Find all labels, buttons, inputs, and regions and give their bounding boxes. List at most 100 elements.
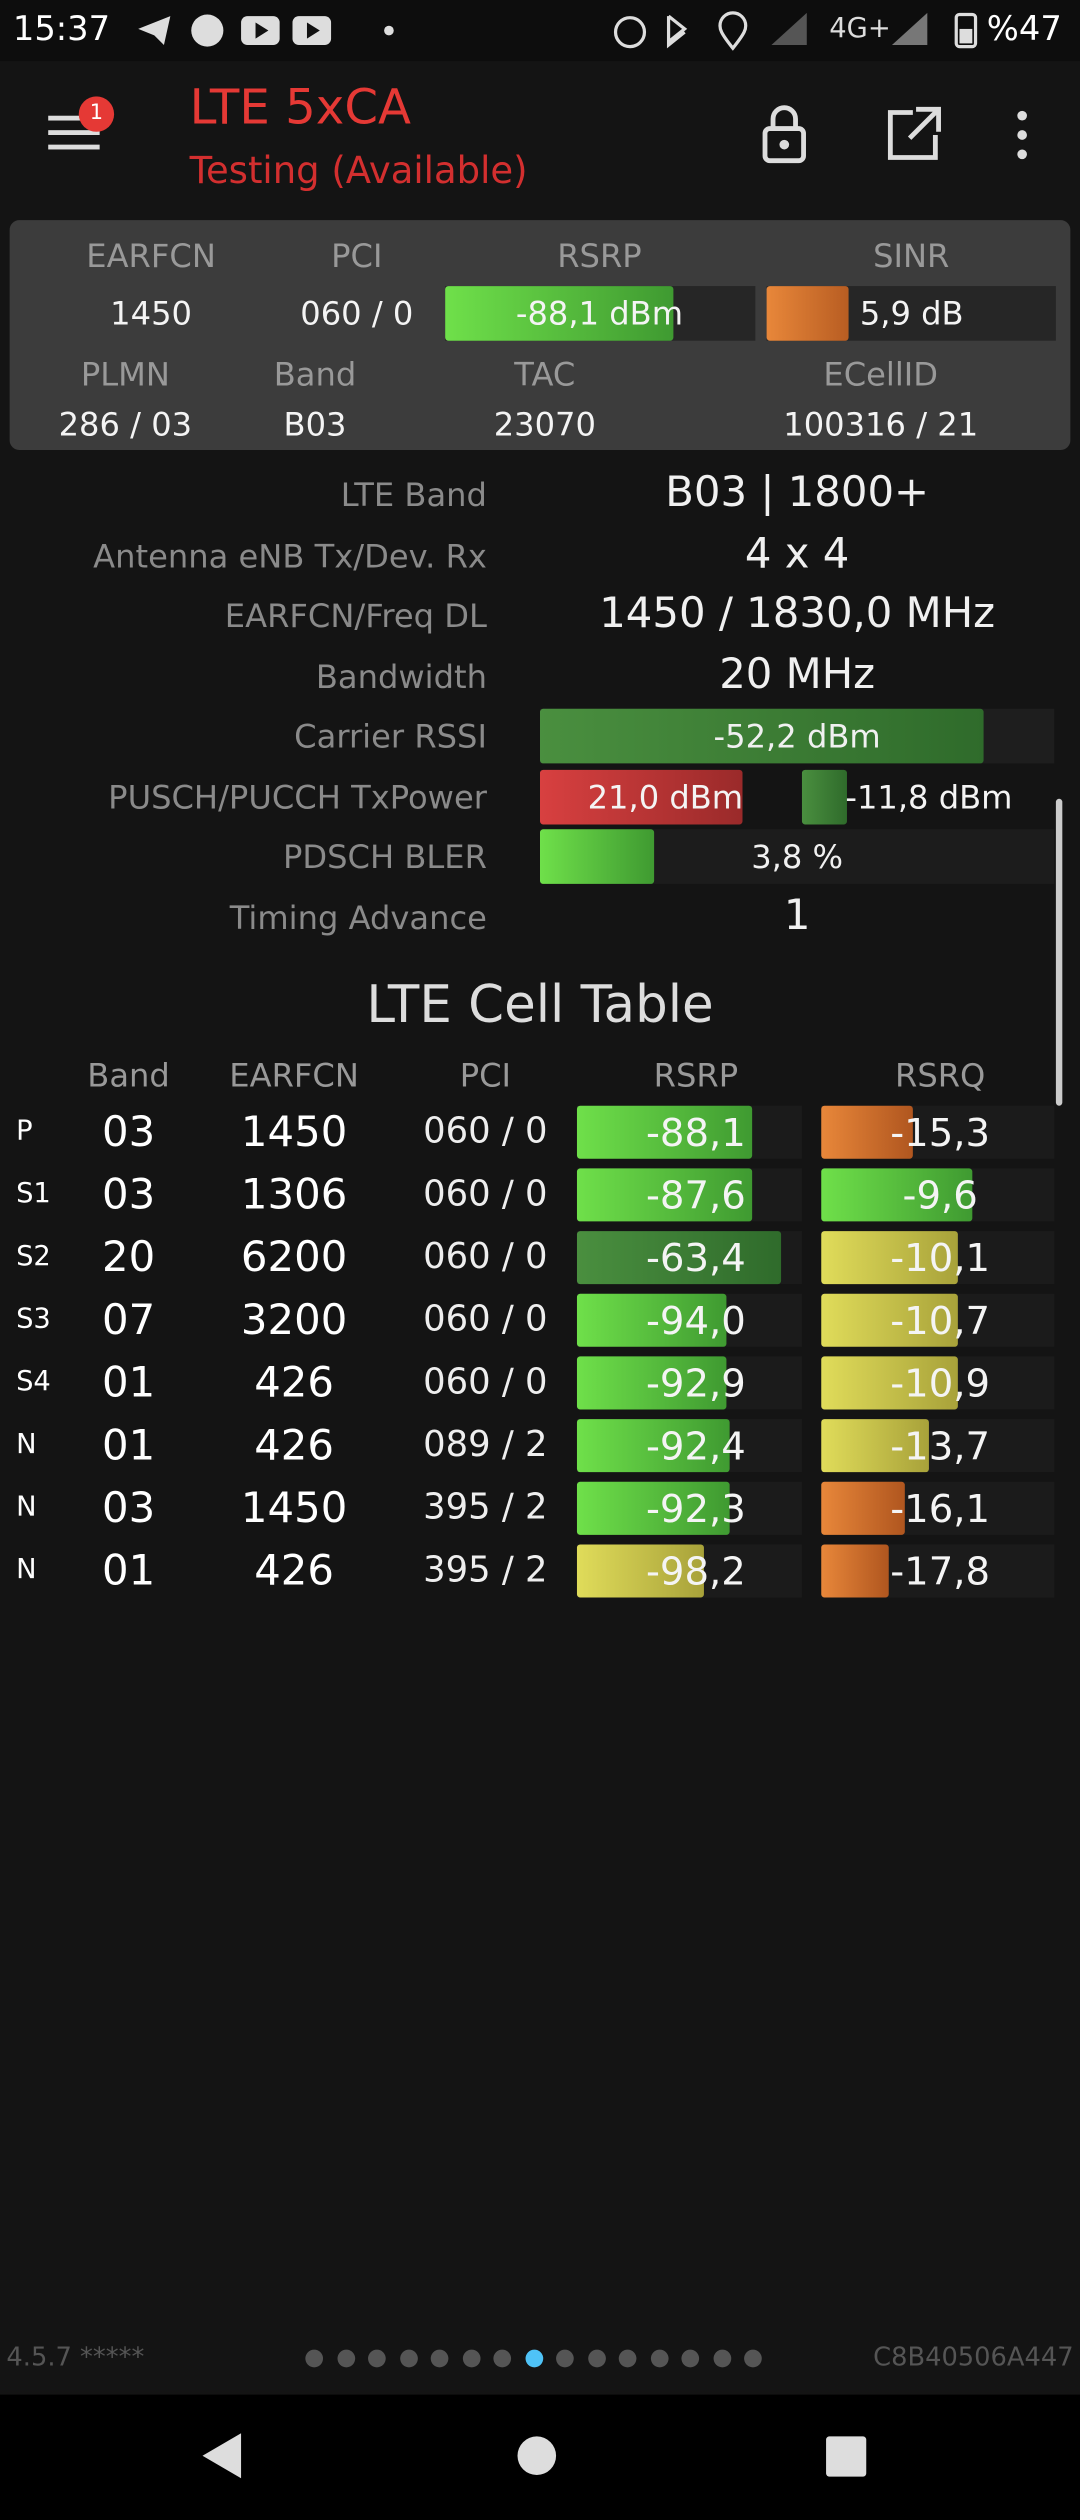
- table-header: RSRP: [653, 1055, 739, 1095]
- rsrq-bar: [821, 1544, 889, 1598]
- notification-badge: 1: [89, 101, 104, 126]
- rsrp-bar: [576, 1105, 753, 1159]
- cell-type: S2: [16, 1240, 51, 1273]
- toolbar-icons[interactable]: [755, 100, 1060, 171]
- bler-bar: [539, 829, 655, 884]
- cell-pci: 089 / 2: [423, 1425, 548, 1466]
- rsrp-bar: [576, 1168, 753, 1222]
- rssi-bar: [539, 708, 984, 764]
- cell-earfcn: 426: [254, 1359, 334, 1408]
- rsrq-bar: [821, 1168, 973, 1222]
- version: 4.5.7 *****: [6, 2341, 145, 2373]
- cell-rsrp: -94,0: [645, 1298, 746, 1344]
- cell-band: 01: [101, 1359, 156, 1408]
- page-dot: [305, 2349, 324, 2368]
- rsrq-bar: [821, 1105, 913, 1159]
- cell-rsrp: -92,9: [645, 1361, 746, 1407]
- menu-button[interactable]: [45, 96, 122, 160]
- battery-level: %47: [986, 9, 1062, 49]
- pusch-bar: [539, 769, 743, 824]
- summary-value: 060 / 0: [300, 294, 414, 333]
- summary-label: TAC: [514, 355, 576, 394]
- cell-rsrp: -63,4: [645, 1235, 746, 1281]
- summary-label: ECellID: [823, 355, 939, 394]
- time: 15:37: [12, 9, 111, 49]
- sinr-bar: [766, 286, 849, 341]
- network-type: 4G+: [829, 12, 891, 45]
- detail-label: Antenna eNB Tx/Dev. Rx: [93, 535, 487, 575]
- scrollbar: [1055, 798, 1063, 1106]
- system-icons: [613, 11, 807, 51]
- cell-pci: 060 / 0: [423, 1112, 548, 1153]
- page-dot: [430, 2349, 449, 2368]
- cell-band: 01: [101, 1422, 156, 1471]
- detail-value: -52,2 dBm: [713, 716, 881, 756]
- detail-label: Carrier RSSI: [294, 716, 487, 756]
- page-dot: [587, 2349, 606, 2368]
- cell-rsrq: -16,1: [890, 1486, 991, 1532]
- cell-pci: 060 / 0: [423, 1237, 548, 1278]
- nav-buttons[interactable]: [0, 2395, 1080, 2520]
- page-dot: [399, 2349, 418, 2368]
- page-dot: [650, 2349, 668, 2368]
- app-subtitle: Testing (Available): [189, 151, 528, 193]
- cell-type: S1: [16, 1178, 51, 1211]
- cell-band: 01: [101, 1547, 156, 1596]
- page-dot: [681, 2349, 700, 2368]
- detail-value: 1: [783, 891, 811, 940]
- cell-band: 03: [101, 1484, 156, 1534]
- detail-value: 3,8 %: [751, 837, 844, 876]
- rsrp-bar: [576, 1419, 730, 1473]
- rsrq-bar: [821, 1481, 905, 1535]
- cell-band: 07: [101, 1296, 156, 1346]
- table-header: Band: [87, 1055, 170, 1095]
- cell-pci: 395 / 2: [423, 1550, 548, 1592]
- signal-battery: [891, 12, 978, 49]
- summary-value: -88,1 dBm: [515, 294, 684, 333]
- cell-earfcn: 3200: [240, 1296, 348, 1346]
- rsrq-bar: [821, 1293, 958, 1347]
- table-title: LTE Cell Table: [366, 973, 714, 1035]
- page-dot: [618, 2349, 637, 2368]
- summary-value: 286 / 03: [58, 404, 193, 444]
- page-dot: [493, 2349, 512, 2368]
- rsrp-bar: [576, 1481, 730, 1535]
- device-id: C8B40506A447: [873, 2341, 1074, 2373]
- summary-label: RSRP: [557, 236, 642, 275]
- summary-value: 100316 / 21: [783, 404, 979, 444]
- cell-earfcn: 1450: [240, 1108, 348, 1158]
- detail-label: Bandwidth: [315, 656, 487, 696]
- cell-pci: 060 / 0: [423, 1300, 548, 1341]
- cell-rsrq: -9,6: [902, 1173, 978, 1219]
- cell-earfcn: 426: [254, 1547, 334, 1596]
- summary-value: 23070: [493, 404, 596, 444]
- page-dot: [368, 2349, 386, 2368]
- status-bar: [0, 0, 1080, 62]
- detail-label: LTE Band: [340, 475, 487, 515]
- cell-rsrq: -17,8: [890, 1549, 991, 1595]
- detail-value: B03 | 1800+: [665, 469, 930, 518]
- cell-pci: 060 / 0: [423, 1362, 548, 1404]
- cell-rsrq: -10,7: [890, 1298, 991, 1344]
- detail-label: Timing Advance: [229, 897, 487, 937]
- summary-value: 5,9 dB: [859, 294, 964, 333]
- detail-value: 4 x 4: [744, 529, 850, 578]
- detail-value: 1450 / 1830,0 MHz: [599, 589, 996, 639]
- detail-value: 20 MHz: [719, 650, 876, 699]
- detail-label: EARFCN/Freq DL: [224, 596, 487, 635]
- cell-pci: 060 / 0: [423, 1174, 548, 1215]
- cell-type: P: [16, 1115, 33, 1148]
- summary-value: B03: [283, 404, 347, 444]
- cell-rsrp: -92,4: [645, 1423, 746, 1469]
- status-icons: [138, 14, 394, 47]
- summary-label: Band: [273, 355, 357, 394]
- page-dot: [556, 2349, 574, 2368]
- page-dot: [462, 2349, 480, 2368]
- cell-earfcn: 6200: [240, 1234, 348, 1283]
- rsrp-bar: [576, 1356, 727, 1410]
- page-dot: [712, 2349, 731, 2368]
- summary-label: PLMN: [80, 355, 170, 394]
- rsrp-bar: [576, 1293, 727, 1347]
